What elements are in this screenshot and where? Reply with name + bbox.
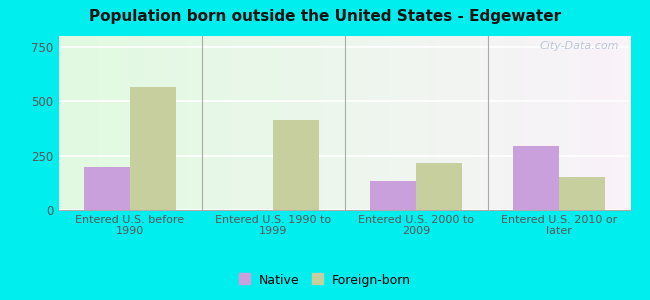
Bar [416, 163, 462, 210]
Bar [130, 87, 176, 210]
Bar [514, 146, 559, 210]
Bar [559, 177, 604, 210]
Text: City-Data.com: City-Data.com [540, 41, 619, 51]
Bar [84, 167, 130, 210]
Bar [273, 120, 318, 210]
Legend: Native, Foreign-born: Native, Foreign-born [235, 270, 415, 291]
Bar [370, 181, 416, 210]
Text: Population born outside the United States - Edgewater: Population born outside the United State… [89, 9, 561, 24]
